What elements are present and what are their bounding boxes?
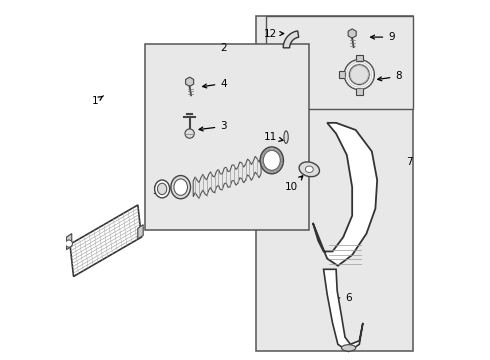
- Polygon shape: [348, 29, 356, 38]
- Text: 7: 7: [406, 157, 413, 167]
- Text: 9: 9: [370, 32, 395, 42]
- Polygon shape: [186, 77, 194, 86]
- Text: 8: 8: [378, 71, 402, 81]
- Ellipse shape: [263, 150, 280, 170]
- Polygon shape: [323, 269, 363, 351]
- Bar: [267, 16, 413, 109]
- Text: 5: 5: [152, 185, 164, 196]
- Bar: [356, 55, 363, 61]
- Bar: [256, 16, 413, 351]
- Polygon shape: [138, 225, 143, 239]
- Ellipse shape: [305, 166, 313, 172]
- Ellipse shape: [171, 176, 191, 199]
- Text: 2: 2: [220, 43, 227, 53]
- Ellipse shape: [155, 180, 170, 198]
- Ellipse shape: [342, 345, 356, 351]
- Polygon shape: [66, 234, 72, 249]
- Polygon shape: [283, 31, 299, 48]
- Text: 3: 3: [199, 121, 227, 131]
- Text: 11: 11: [264, 132, 283, 142]
- Text: 6: 6: [331, 293, 352, 303]
- Bar: [145, 44, 309, 230]
- Polygon shape: [70, 205, 142, 276]
- Polygon shape: [193, 156, 261, 198]
- Text: 12: 12: [264, 28, 284, 39]
- Circle shape: [349, 64, 369, 85]
- Ellipse shape: [284, 131, 288, 143]
- Circle shape: [65, 240, 73, 247]
- Circle shape: [185, 129, 194, 138]
- Circle shape: [344, 60, 374, 90]
- Text: 4: 4: [203, 78, 227, 89]
- Ellipse shape: [260, 147, 283, 174]
- Text: 1: 1: [92, 96, 103, 107]
- Bar: [339, 71, 345, 78]
- Ellipse shape: [299, 162, 319, 177]
- Ellipse shape: [157, 183, 167, 195]
- Bar: [356, 88, 363, 95]
- Polygon shape: [313, 123, 377, 266]
- Text: 10: 10: [285, 176, 303, 192]
- Ellipse shape: [174, 179, 188, 195]
